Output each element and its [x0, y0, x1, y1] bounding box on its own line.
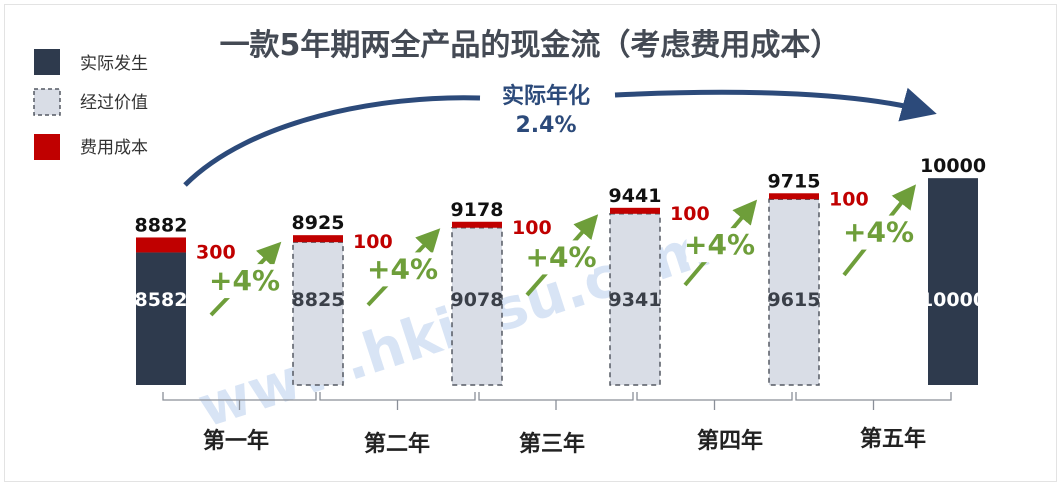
year-bracket-3: [478, 392, 634, 410]
bar-base-6: [928, 178, 978, 385]
growth-label-bg-5: [845, 215, 912, 250]
cost-label-1: 300: [196, 241, 236, 263]
bar-cost-1: [136, 237, 186, 253]
growth-label-bg-1: [211, 264, 278, 299]
bar-base-5: [768, 198, 820, 386]
legend-swatch-actual: [34, 49, 60, 75]
legend-swatch-value: [33, 88, 61, 116]
cost-label-4: 100: [670, 203, 710, 225]
bar-cost-5: [769, 193, 819, 200]
year-bracket-1: [162, 392, 317, 410]
annual-rate-value: 2.4%: [515, 113, 576, 138]
total-label-6: 10000: [920, 155, 986, 177]
cost-label-5: 100: [829, 188, 869, 210]
total-label-4: 9441: [609, 185, 662, 207]
base-label-1: 8582: [135, 289, 188, 311]
legend-label-value: 经过价值: [80, 93, 148, 113]
growth-label-5: +4%: [843, 216, 914, 249]
annual-rate-arc: [183, 92, 930, 187]
year-label-1: 第一年: [203, 428, 269, 454]
year-label-5: 第五年: [860, 426, 926, 452]
base-label-5: 9615: [768, 289, 821, 311]
growth-label-1: +4%: [209, 264, 280, 297]
growth-label-bg-2: [369, 252, 436, 287]
annual-rate-label: 实际年化: [502, 83, 590, 109]
base-label-4: 9341: [609, 289, 662, 311]
total-label-2: 8925: [292, 212, 345, 234]
growth-label-bg-4: [686, 228, 753, 263]
year-label-4: 第四年: [697, 428, 763, 454]
growth-label-bg-3: [528, 240, 594, 275]
total-label-3: 9178: [451, 199, 504, 221]
bar-cost-2: [293, 235, 343, 243]
cost-label-2: 100: [353, 231, 393, 253]
legend: 实际发生 经过价值 费用成本: [33, 49, 148, 160]
bar-base-2: [292, 241, 344, 386]
total-label-5: 9715: [768, 170, 821, 192]
year-bracket-2: [319, 392, 476, 410]
cost-label-3: 100: [512, 217, 552, 239]
bar-base-1: [136, 252, 186, 385]
total-label-1: 8882: [135, 214, 188, 236]
growth-label-4: +4%: [684, 228, 755, 261]
bar-base-4: [609, 213, 661, 386]
bar-cost-4: [610, 207, 660, 214]
base-label-2: 8825: [292, 289, 345, 311]
growth-label-2: +4%: [367, 252, 438, 285]
year-bracket-5: [795, 392, 952, 410]
growth-label-3: +4%: [526, 240, 597, 273]
year-bracket-4: [636, 392, 793, 410]
legend-swatch-cost: [34, 134, 60, 160]
base-label-6: 10000: [920, 289, 986, 311]
chart-frame: [4, 4, 1057, 482]
bar-cost-3: [452, 221, 502, 228]
base-label-3: 9078: [451, 289, 504, 311]
chart-title: 一款5年期两全产品的现金流（考虑费用成本）: [220, 28, 841, 63]
year-label-2: 第二年: [364, 431, 430, 457]
bar-base-3: [451, 227, 503, 386]
year-label-3: 第三年: [519, 431, 585, 457]
bars-layer: 300 8882 8582 100 8925 8825 100 9178 9078 100 9441…: [135, 155, 987, 457]
legend-label-actual: 实际发生: [80, 54, 148, 74]
legend-label-cost: 费用成本: [80, 138, 148, 158]
